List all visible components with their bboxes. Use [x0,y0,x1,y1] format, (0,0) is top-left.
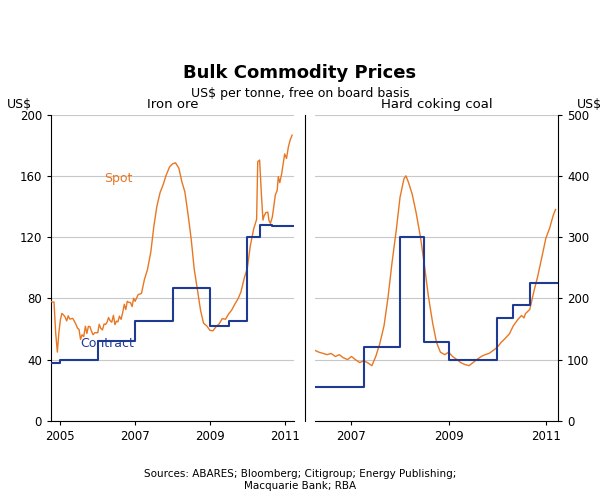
Text: Bulk Commodity Prices: Bulk Commodity Prices [184,64,416,82]
Text: US$: US$ [577,99,600,112]
Text: Sources: ABARES; Bloomberg; Citigroup; Energy Publishing;
Macquarie Bank; RBA: Sources: ABARES; Bloomberg; Citigroup; E… [144,469,456,491]
Text: US$: US$ [7,99,32,112]
Text: Iron ore: Iron ore [147,99,198,112]
Text: Contract: Contract [80,337,134,350]
Text: Spot: Spot [104,172,133,185]
Text: US$ per tonne, free on board basis: US$ per tonne, free on board basis [191,87,409,100]
Text: Hard coking coal: Hard coking coal [380,99,493,112]
